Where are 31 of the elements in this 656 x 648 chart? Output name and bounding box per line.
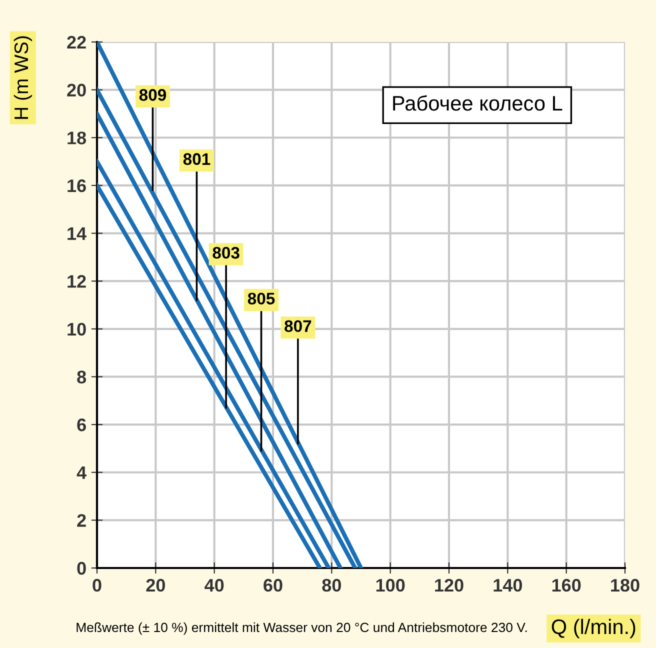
text: Meßwerte (± 10 %) ermittelt mit Wasser von 20 °C und Antriebsmotore 230 V. [76,622,527,635]
x-tick-label: 160 [552,578,581,592]
x-tick-label: 100 [376,578,405,592]
y-tick-label: 22 [67,36,86,49]
x-tick-label: 80 [322,578,341,592]
x-tick-label: 20 [146,578,165,592]
y-tick-label: 14 [68,227,86,240]
x-tick-label: 0 [92,578,102,592]
y-tick-label: 4 [76,466,86,479]
y-tick-label: 10 [68,322,86,336]
annotation: 809 [139,89,166,101]
annotation: 803 [212,246,240,259]
x-tick-label: 120 [435,578,464,592]
y-tick-label: 0 [77,562,86,575]
y-tick-label: 8 [77,370,86,384]
y-tick-label: 12 [68,275,86,288]
y-tick-label: 2 [77,514,86,527]
annotation: 805 [248,292,275,304]
x-tick-label: 60 [264,578,282,592]
y-tick-label: 18 [68,132,86,144]
x-tick-label: 140 [494,578,522,592]
x-tick-label: 180 [611,578,640,592]
text: Рабочее колесо L [393,95,562,111]
y-tick-label: 16 [68,179,86,192]
y-axis-title: H (m WS) [14,36,32,119]
y-tick-label: 6 [77,418,86,432]
x-axis-title: Q (l/min.) [552,618,636,638]
annotation: 801 [183,153,210,165]
annotation: 807 [284,320,312,332]
y-tick-label: 20 [67,84,86,97]
x-tick-label: 40 [204,578,224,592]
